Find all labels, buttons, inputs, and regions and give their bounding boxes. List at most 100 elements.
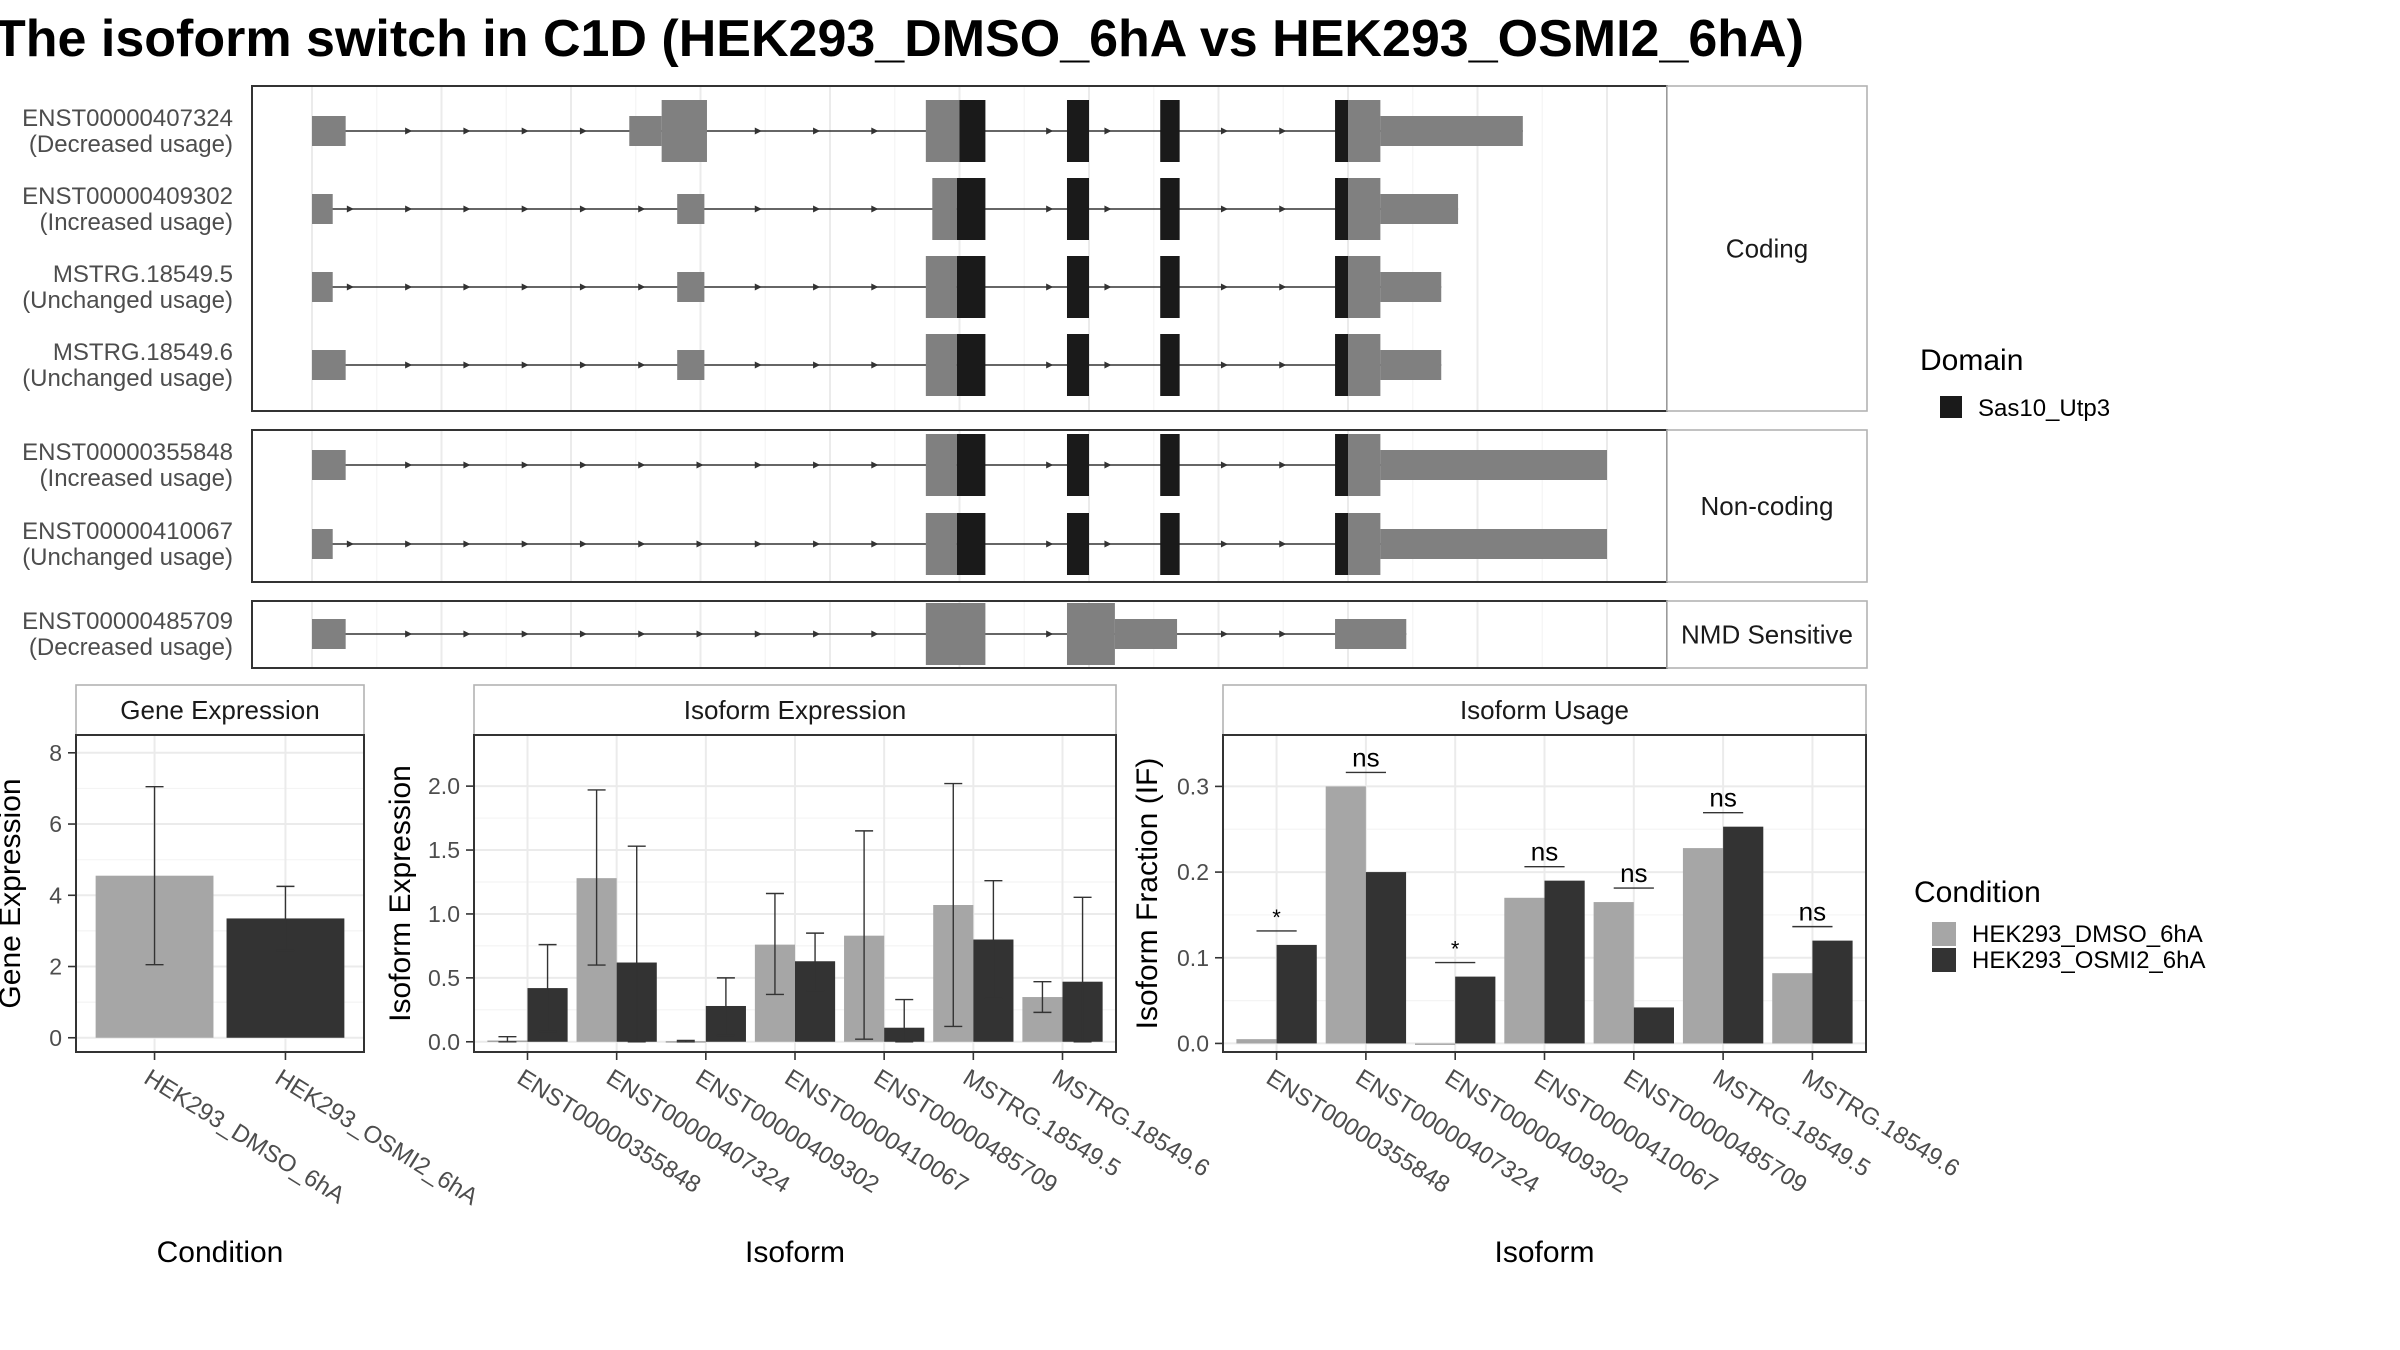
significance-label: ns xyxy=(1799,897,1826,927)
significance-label: ns xyxy=(1620,858,1647,888)
bar xyxy=(1504,898,1544,1044)
significance-label: ns xyxy=(1709,783,1736,813)
domain-block xyxy=(1160,256,1179,318)
isoform-usage-chart: Isoform Usage*ns*nsnsnsns0.00.10.20.3ENS… xyxy=(1131,685,1964,1269)
domain-block xyxy=(1335,100,1348,162)
y-tick-label: 0.3 xyxy=(1177,773,1209,799)
domain-block xyxy=(1067,334,1089,396)
transcript-name-label: ENST00000485709 xyxy=(22,608,233,635)
exon-block xyxy=(926,100,960,162)
exon-block xyxy=(1348,334,1380,396)
domain-block xyxy=(1160,434,1179,496)
exon-block xyxy=(677,194,704,224)
isoform-expression-chart: Isoform Expression0.00.51.01.52.0ENST000… xyxy=(384,685,1214,1269)
domain-legend-label: Sas10_Utp3 xyxy=(1978,395,2110,422)
y-tick-label: 0.1 xyxy=(1177,945,1209,971)
structure-group-2: NMD Sensitive xyxy=(252,601,1867,668)
exon-block xyxy=(1380,350,1441,380)
significance-label: * xyxy=(1272,905,1281,930)
exon-block xyxy=(1348,513,1380,575)
bar xyxy=(1326,786,1366,1043)
domain-legend-title: Domain xyxy=(1920,344,2023,377)
domain-block xyxy=(957,434,985,496)
structure-group-0: Coding xyxy=(252,86,1867,411)
condition-legend-swatch xyxy=(1932,948,1956,972)
domain-block xyxy=(1160,513,1179,575)
domain-legend-swatch xyxy=(1940,396,1962,418)
x-axis-title: Isoform xyxy=(1494,1236,1594,1269)
y-tick-label: 8 xyxy=(49,740,62,766)
domain-block xyxy=(957,178,985,240)
exon-block xyxy=(1380,450,1607,480)
bar xyxy=(1683,848,1723,1043)
domain-block xyxy=(957,513,985,575)
transcript-name-label: ENST00000409302 xyxy=(22,183,233,210)
exon-block xyxy=(629,116,661,146)
figure: The isoform switch in C1D (HEK293_DMSO_6… xyxy=(0,0,2400,1350)
transcript-name-label: MSTRG.18549.5 xyxy=(53,261,233,288)
exon-block xyxy=(662,100,707,162)
domain-block xyxy=(1160,178,1179,240)
bar xyxy=(1366,872,1406,1043)
domain-block xyxy=(1335,434,1348,496)
domain-block xyxy=(1067,100,1089,162)
bar xyxy=(1723,827,1763,1044)
exon-block xyxy=(312,272,333,302)
domain-block xyxy=(1335,256,1348,318)
y-tick-label: 1.5 xyxy=(428,837,460,863)
transcript-name-label: ENST00000355848 xyxy=(22,439,233,466)
y-tick-label: 2.0 xyxy=(428,773,460,799)
domain-block xyxy=(1067,256,1089,318)
transcript-name-label: ENST00000410067 xyxy=(22,518,233,545)
bar xyxy=(1236,1039,1276,1043)
domain-block xyxy=(1160,334,1179,396)
condition-legend-label: HEK293_DMSO_6hA xyxy=(1972,921,2203,948)
y-tick-label: 2 xyxy=(49,954,62,980)
y-tick-label: 0.2 xyxy=(1177,859,1209,885)
exon-block xyxy=(312,194,333,224)
transcript-usage-label: (Increased usage) xyxy=(40,209,233,236)
exon-block xyxy=(1348,434,1380,496)
exon-block xyxy=(1348,178,1380,240)
exon-block xyxy=(1380,529,1607,559)
exon-block xyxy=(926,513,957,575)
bar xyxy=(1415,1043,1455,1045)
exon-block xyxy=(932,178,957,240)
exon-block xyxy=(677,272,704,302)
x-tick-label: MSTRG.18549.6 xyxy=(1047,1064,1214,1182)
exon-block xyxy=(312,116,346,146)
transcript-name-label: ENST00000407324 xyxy=(22,105,233,132)
y-tick-label: 1.0 xyxy=(428,901,460,927)
structure-group-label: NMD Sensitive xyxy=(1681,620,1853,650)
bar xyxy=(1277,945,1317,1044)
y-tick-label: 0.0 xyxy=(1177,1030,1209,1056)
condition-legend-label: HEK293_OSMI2_6hA xyxy=(1972,947,2205,974)
y-tick-label: 6 xyxy=(49,811,62,837)
transcript-usage-label: (Increased usage) xyxy=(40,465,233,492)
x-axis-title: Condition xyxy=(157,1236,284,1269)
y-axis-title: Isoform Expression xyxy=(384,765,417,1022)
exon-block xyxy=(1380,194,1458,224)
page-title: The isoform switch in C1D (HEK293_DMSO_6… xyxy=(0,10,1804,68)
y-tick-label: 0 xyxy=(49,1025,62,1051)
bar xyxy=(1634,1007,1674,1043)
transcript-usage-label: (Decreased usage) xyxy=(29,131,233,158)
significance-label: ns xyxy=(1352,742,1379,772)
transcript-name-label: MSTRG.18549.6 xyxy=(53,339,233,366)
exon-block xyxy=(1380,272,1441,302)
domain-block xyxy=(957,334,985,396)
exon-block xyxy=(312,450,346,480)
transcript-usage-label: (Unchanged usage) xyxy=(22,287,233,314)
exon-block xyxy=(677,350,704,380)
y-tick-label: 4 xyxy=(49,882,62,908)
transcript-usage-label: (Decreased usage) xyxy=(29,634,233,661)
exon-block xyxy=(1348,256,1380,318)
domain-block xyxy=(957,256,985,318)
bar xyxy=(1812,941,1852,1044)
bar xyxy=(1545,881,1585,1044)
bar xyxy=(1772,973,1812,1043)
domain-block xyxy=(1335,334,1348,396)
significance-label: * xyxy=(1451,937,1460,962)
y-tick-label: 0.5 xyxy=(428,965,460,991)
